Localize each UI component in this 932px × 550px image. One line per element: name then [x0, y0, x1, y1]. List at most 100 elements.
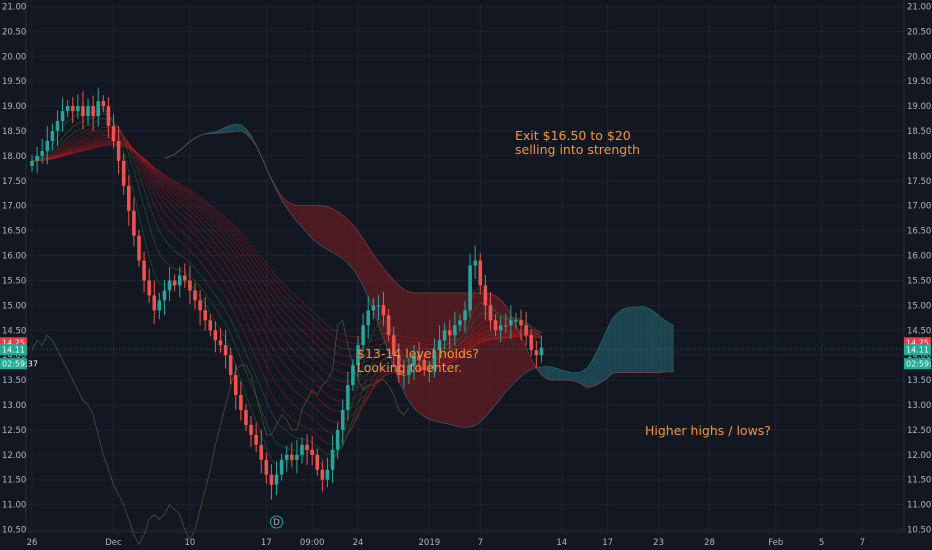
- price-tick-label: 18.50: [907, 127, 931, 137]
- cloud-segment: [358, 231, 364, 286]
- cloud-segment: [653, 311, 659, 373]
- candle-body: [478, 260, 483, 286]
- candle-body: [45, 140, 50, 151]
- candle-body: [442, 330, 447, 341]
- candle-body: [503, 325, 508, 327]
- candle-body: [50, 131, 55, 141]
- annotation-exit-line: selling into strength: [515, 142, 640, 157]
- candle-body: [162, 290, 167, 301]
- time-tick-label: Feb: [768, 538, 783, 548]
- candle-body: [325, 469, 330, 480]
- cloud-segment: [480, 292, 486, 422]
- time-tick-label: 26: [27, 538, 38, 548]
- candle-body: [81, 106, 85, 117]
- cloud-segment: [327, 206, 333, 253]
- candle-body: [239, 395, 243, 410]
- price-tick-label: 19.50: [2, 77, 26, 87]
- cloud-span-a: [164, 123, 675, 428]
- cloud-segment: [602, 328, 608, 382]
- price-tick-label: 18.00: [2, 152, 26, 162]
- candle-body: [356, 345, 360, 366]
- cloud-segment: [515, 324, 521, 382]
- candle-body: [137, 235, 141, 261]
- candle-body: [483, 285, 488, 306]
- price-tick-label: 13.50: [2, 376, 26, 386]
- price-tick-label: 13.00: [2, 401, 26, 411]
- candle-body: [402, 375, 406, 377]
- cloud-segment: [633, 306, 639, 373]
- price-tag-label: 14.25: [2, 339, 25, 348]
- candle-body: [463, 310, 467, 321]
- price-tick-label: 11.50: [2, 476, 26, 486]
- cloud-segment: [317, 205, 323, 247]
- candle-body: [447, 330, 452, 336]
- lagging-span: [31, 319, 410, 546]
- candle-body: [300, 444, 304, 455]
- candle-body: [412, 355, 416, 366]
- cloud-segment: [337, 211, 343, 259]
- price-tick-label: 17.50: [907, 177, 931, 187]
- price-tick-label: 19.50: [907, 77, 931, 87]
- cloud-segment: [638, 306, 644, 373]
- cloud-segment: [587, 360, 593, 388]
- candle-body: [259, 444, 264, 460]
- candle-body: [468, 265, 472, 311]
- price-tick-label: 14.50: [907, 326, 931, 336]
- candle-body: [35, 155, 39, 161]
- ma-line: [31, 136, 542, 392]
- cloud-segment: [526, 347, 532, 373]
- candle-body: [40, 150, 44, 156]
- candle-body: [106, 106, 111, 127]
- candle-body: [422, 360, 427, 371]
- price-tick-label: 12.00: [2, 451, 26, 461]
- candle-body: [70, 106, 75, 112]
- candle-body: [351, 365, 355, 386]
- time-tick-label: 28: [704, 538, 715, 548]
- candle-body: [340, 409, 345, 430]
- cloud-segment: [439, 292, 445, 424]
- price-tick-label: 19.00: [2, 102, 26, 112]
- candle-body: [269, 474, 274, 485]
- price-axis-right[interactable]: 10.50 11.00 11.50 12.00 12.50 13.00 13.50 14.00…: [907, 2, 931, 535]
- candle-body: [254, 434, 258, 445]
- cloud-segment: [607, 317, 613, 378]
- cloud-segment: [296, 205, 302, 228]
- candle-body: [386, 315, 391, 336]
- candle-body: [198, 300, 202, 311]
- cloud-segment: [505, 305, 511, 392]
- candle-body: [121, 160, 126, 186]
- time-axis[interactable]: 26 Dec 10 17 09:00 24 2019 7 14 17 23 28 Feb 5 7: [27, 538, 865, 548]
- price-tick-label: 14.50: [2, 326, 26, 336]
- cloud-segment: [663, 319, 669, 373]
- price-axis-left[interactable]: 10.50 11.00 11.50 12.00 12.50 13.00 13.50 14.00…: [2, 2, 26, 535]
- ma-line: [31, 122, 542, 445]
- time-tick-label: 24: [353, 538, 364, 548]
- time-tick-label: 17: [602, 538, 613, 548]
- price-tick-label: 20.50: [2, 27, 26, 37]
- event-marker-circle: [270, 515, 284, 529]
- time-tick-label: 23: [653, 538, 664, 548]
- cloud-segment: [220, 127, 226, 133]
- candle-body: [529, 335, 534, 351]
- candle-body: [407, 365, 411, 376]
- price-tag-box: [0, 344, 27, 356]
- cloud-segment: [643, 306, 649, 373]
- candle-body: [60, 111, 65, 122]
- cloud-segment: [414, 292, 420, 414]
- cloud-segment: [215, 129, 221, 134]
- candle-body: [167, 280, 172, 291]
- cloud-segment: [556, 368, 562, 381]
- cloud-segment: [352, 225, 358, 277]
- candle-body: [177, 275, 182, 286]
- cloud-segment: [572, 372, 578, 383]
- candle-body: [101, 101, 106, 107]
- cloud-segment: [597, 339, 603, 385]
- price-tick-label: 16.50: [907, 227, 931, 237]
- price-tag-label: 14.25: [906, 339, 929, 348]
- dividend-event-marker[interactable]: D: [270, 515, 284, 529]
- cloud-segment: [363, 238, 369, 298]
- annotation-higher-line: Higher highs / lows?: [645, 423, 771, 438]
